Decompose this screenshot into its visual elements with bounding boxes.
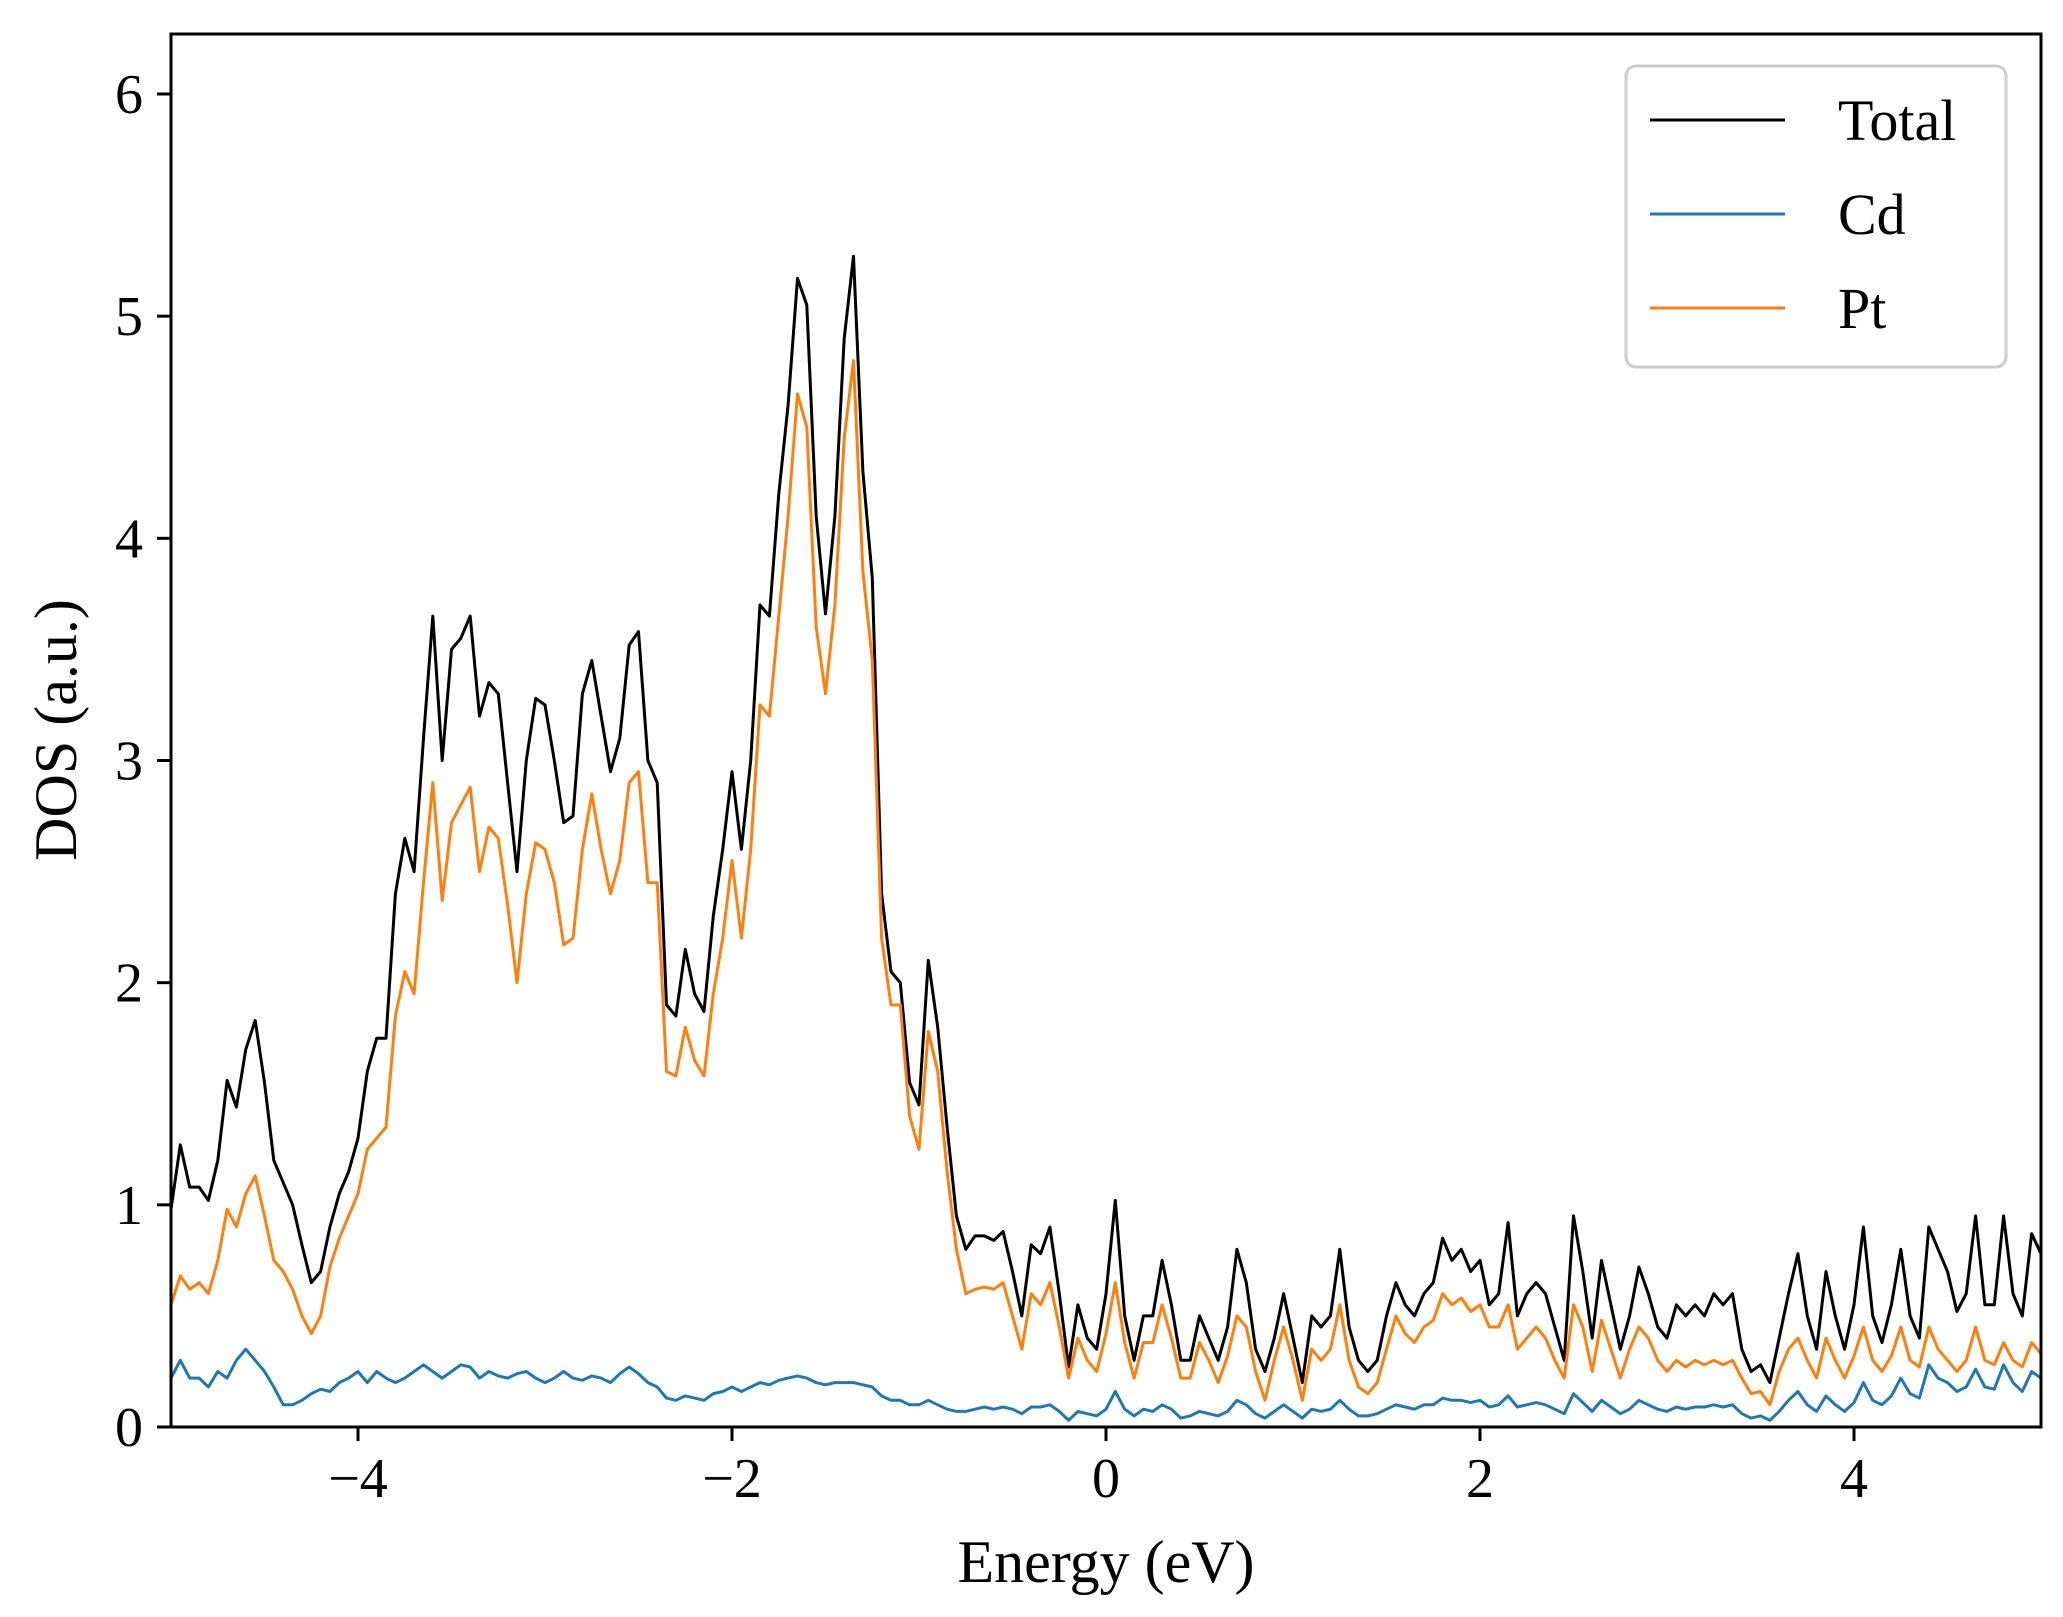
x-tick-label: 0 (1092, 1448, 1120, 1510)
series-line-pt (171, 359, 2041, 1407)
series-line-total (171, 254, 2041, 1385)
x-tick-label: 2 (1466, 1448, 1494, 1510)
y-tick-label: 0 (115, 1397, 143, 1459)
legend-label-pt: Pt (1838, 276, 1886, 341)
y-tick-label: 3 (115, 730, 143, 792)
x-tick-label: −4 (328, 1448, 388, 1510)
ticks-layer: −4 −2 0 2 4 0 1 2 3 4 5 6 (115, 64, 1868, 1510)
y-tick-label: 5 (115, 286, 143, 348)
y-tick-label: 1 (115, 1175, 143, 1237)
series-layer (171, 254, 2041, 1422)
y-tick-label: 6 (115, 64, 143, 126)
y-tick-label: 2 (115, 953, 143, 1015)
legend-label-total: Total (1838, 88, 1956, 153)
y-tick-label: 4 (115, 508, 143, 570)
x-tick-label: 4 (1840, 1448, 1868, 1510)
series-line-cd (171, 1347, 2041, 1422)
legend-box (1624, 64, 2008, 369)
x-tick-label: −2 (702, 1448, 762, 1510)
legend: Total Cd Pt (1624, 64, 2008, 369)
legend-label-cd: Cd (1838, 182, 1906, 247)
x-axis-title: Energy (eV) (957, 1529, 1254, 1595)
y-axis-title: DOS (a.u.) (23, 599, 89, 861)
